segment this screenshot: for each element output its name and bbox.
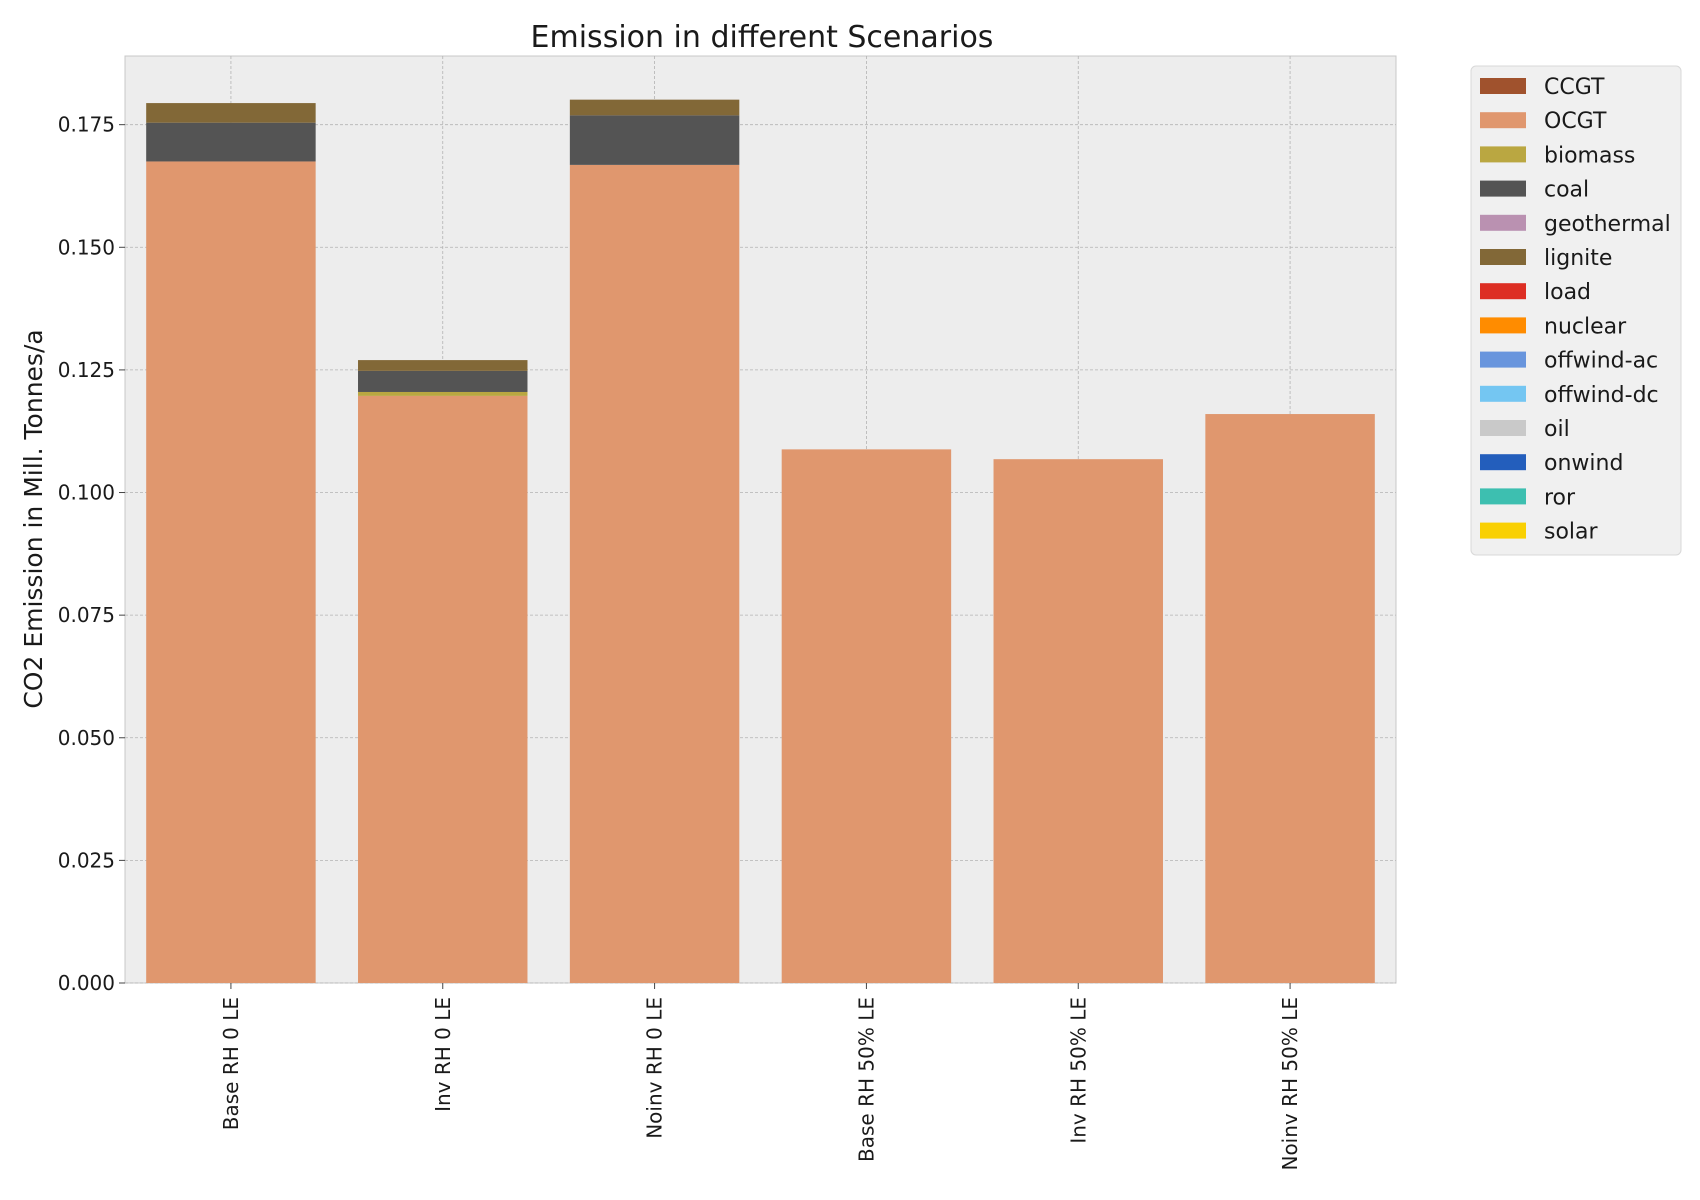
x-tick-label: Base RH 0 LE (219, 997, 243, 1130)
y-tick-label: 0.025 (58, 848, 115, 872)
bar-segment-lignite (569, 99, 740, 116)
legend-swatch (1480, 385, 1526, 402)
bar-segment-ocgt (146, 161, 316, 983)
legend-swatch (1480, 317, 1526, 334)
plot-area (124, 55, 1397, 984)
legend-label: solar (1544, 520, 1599, 545)
legend-swatch (1480, 420, 1526, 436)
chart-title: Emission in different Scenarios (531, 20, 994, 55)
bar-segment-coal (569, 115, 740, 165)
bar-segment-lignite (358, 360, 528, 371)
y-tick-label: 0.100 (58, 481, 115, 505)
legend-label: oil (1544, 417, 1570, 442)
y-tick-label: 0.150 (58, 235, 115, 259)
bar-segment-ocgt (1205, 414, 1375, 983)
legend-label: CCGT (1544, 75, 1605, 100)
x-tick-label: Noinv RH 0 LE (643, 997, 667, 1139)
y-tick-label: 0.125 (58, 358, 115, 382)
bar-segment-biomass (358, 391, 528, 396)
legend-label: offwind-dc (1544, 383, 1659, 408)
legend-label: onwind (1544, 451, 1623, 476)
y-tick-label: 0.075 (58, 603, 115, 627)
legend-swatch (1480, 146, 1526, 163)
legend-swatch (1480, 249, 1526, 265)
legend-label: ror (1544, 485, 1576, 510)
legend-swatch (1480, 78, 1526, 94)
bar-segment-coal (146, 122, 316, 162)
legend-swatch (1480, 112, 1526, 129)
bar-segment-coal (358, 370, 528, 392)
x-axis: Base RH 0 LE Inv RH 0 LE Noinv RH 0 LE Base… (219, 983, 1302, 1171)
x-tick-label: Inv RH 0 LE (431, 997, 455, 1112)
legend-label: offwind-ac (1544, 349, 1658, 374)
bar-segment-ocgt (358, 395, 528, 983)
y-tick-label: 0.050 (58, 726, 115, 750)
legend-swatch (1480, 351, 1526, 368)
legend-swatch (1480, 488, 1526, 505)
bar-segment-lignite (146, 103, 316, 123)
legend-swatch (1480, 180, 1526, 197)
legend-swatch (1480, 522, 1526, 539)
legend-label: nuclear (1544, 314, 1627, 339)
legend-swatch (1480, 283, 1526, 300)
legend-items: CCGT OCGT biomass coal geothermal lignite load… (1480, 75, 1671, 545)
bars-layer (146, 99, 1375, 984)
legend-label: coal (1544, 178, 1589, 203)
legend-label: load (1544, 280, 1591, 305)
bar-segment-ocgt (993, 459, 1163, 984)
legend-frame (1470, 65, 1682, 556)
y-axis: 0.000 0.025 0.050 0.075 0.100 0.125 0.150 0.175 (58, 113, 125, 995)
y-tick-label: 0.000 (58, 971, 115, 995)
bar-segment-ocgt (569, 164, 740, 983)
legend-label: OCGT (1544, 109, 1607, 134)
bar-segment-ocgt (781, 449, 952, 983)
x-tick-label: Inv RH 50% LE (1066, 997, 1090, 1144)
legend: CCGT OCGT biomass coal geothermal lignite load… (1470, 65, 1682, 556)
x-tick-label: Base RH 50% LE (854, 997, 878, 1162)
legend-label: geothermal (1544, 212, 1671, 237)
x-tick-label: Noinv RH 50% LE (1278, 997, 1302, 1171)
y-tick-label: 0.175 (58, 113, 115, 137)
y-axis-label: CO2 Emission in Mill. Tonnes/a (19, 329, 48, 708)
legend-swatch (1480, 454, 1526, 471)
legend-label: biomass (1544, 143, 1635, 168)
legend-swatch (1480, 214, 1526, 231)
legend-label: lignite (1544, 246, 1612, 271)
